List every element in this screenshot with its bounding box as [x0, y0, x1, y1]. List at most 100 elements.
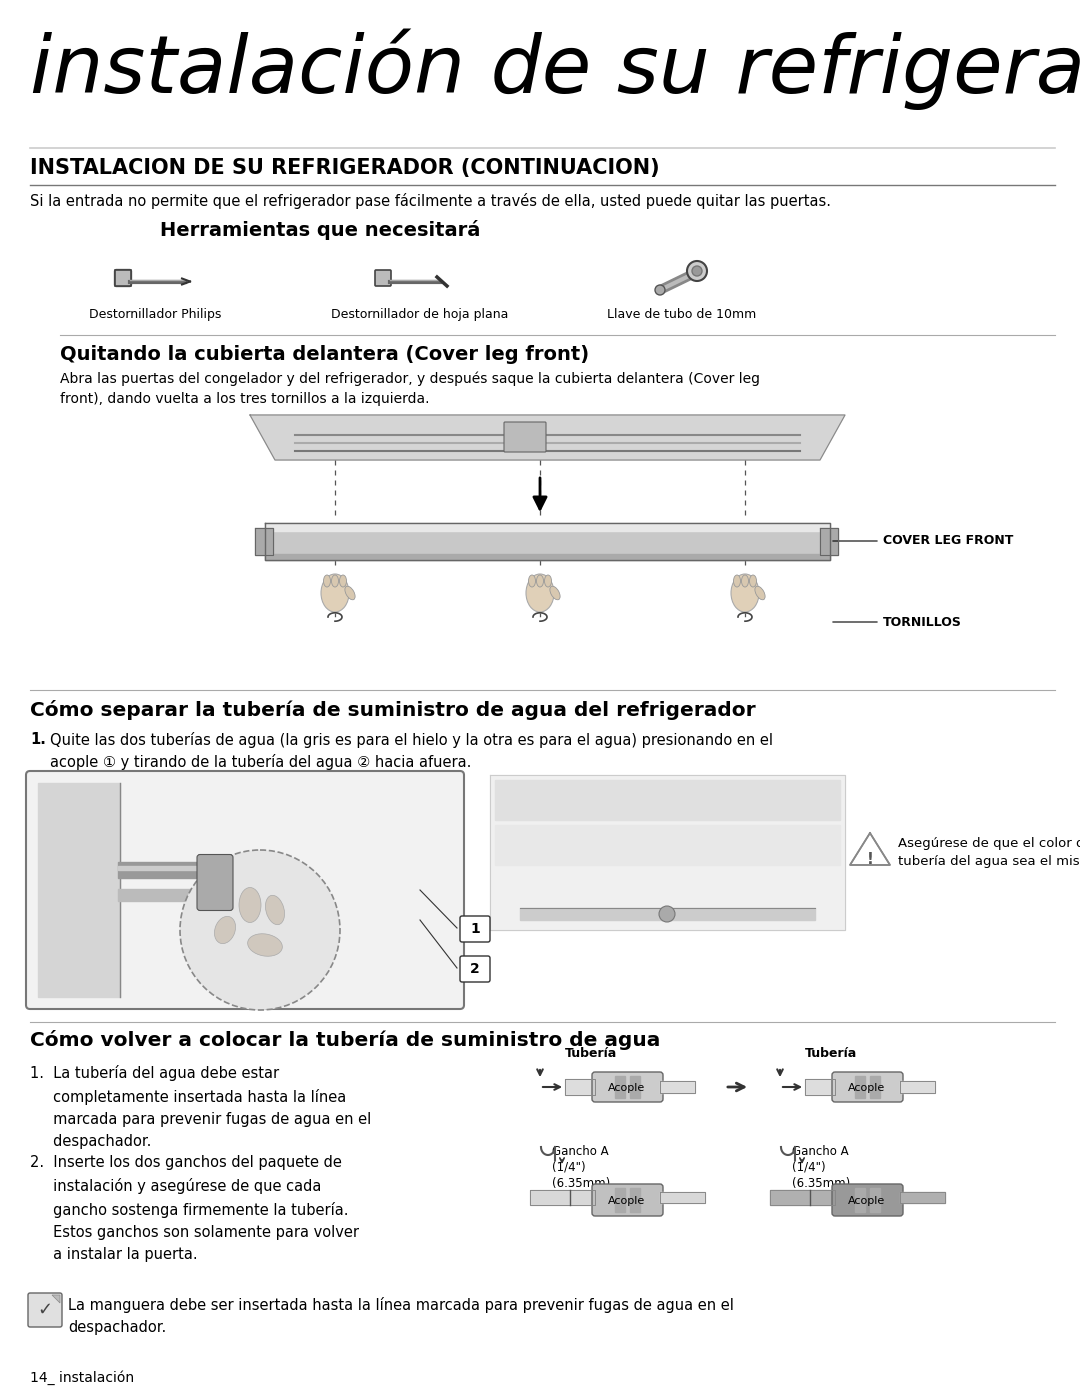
- FancyBboxPatch shape: [28, 1294, 62, 1327]
- Text: Acople: Acople: [608, 1083, 646, 1092]
- FancyBboxPatch shape: [114, 270, 131, 286]
- FancyBboxPatch shape: [375, 270, 391, 286]
- Text: Acople: Acople: [608, 1196, 646, 1206]
- Ellipse shape: [215, 916, 235, 943]
- Polygon shape: [770, 1190, 835, 1206]
- Text: Tubería: Tubería: [805, 1046, 858, 1060]
- Text: Abra las puertas del congelador y del refrigerador, y después saque la cubierta : Abra las puertas del congelador y del re…: [60, 372, 760, 407]
- FancyBboxPatch shape: [832, 1185, 903, 1215]
- Polygon shape: [52, 1295, 60, 1303]
- FancyBboxPatch shape: [114, 270, 132, 286]
- Text: 2.  Inserte los dos ganchos del paquete de
     instalación y asegúrese de que c: 2. Inserte los dos ganchos del paquete d…: [30, 1155, 359, 1261]
- Ellipse shape: [345, 587, 355, 599]
- Polygon shape: [495, 826, 840, 865]
- Text: Tubería: Tubería: [565, 1046, 618, 1060]
- Polygon shape: [855, 1076, 865, 1098]
- Text: Quitando la cubierta delantera (Cover leg front): Quitando la cubierta delantera (Cover le…: [60, 345, 589, 365]
- Ellipse shape: [731, 574, 759, 612]
- Polygon shape: [615, 1076, 625, 1098]
- Text: Acople: Acople: [849, 1083, 886, 1092]
- Ellipse shape: [733, 576, 741, 587]
- Text: 2: 2: [470, 963, 480, 977]
- Ellipse shape: [755, 587, 765, 599]
- Polygon shape: [615, 1187, 625, 1213]
- Circle shape: [659, 907, 675, 922]
- Polygon shape: [490, 775, 845, 930]
- Ellipse shape: [239, 887, 261, 922]
- Polygon shape: [805, 1078, 835, 1095]
- FancyBboxPatch shape: [832, 1071, 903, 1102]
- Text: Herramientas que necesitará: Herramientas que necesitará: [160, 219, 481, 240]
- Text: Asegúrese de que el color de la
tubería del agua sea el mismo: Asegúrese de que el color de la tubería …: [897, 837, 1080, 868]
- Polygon shape: [118, 888, 230, 901]
- Polygon shape: [900, 1192, 945, 1203]
- Circle shape: [654, 285, 665, 295]
- Ellipse shape: [550, 587, 561, 599]
- Polygon shape: [630, 1187, 640, 1213]
- Text: Si la entrada no permite que el refrigerador pase fácilmente a través de ella, u: Si la entrada no permite que el refriger…: [30, 193, 831, 210]
- Text: Cómo volver a colocar la tubería de suministro de agua: Cómo volver a colocar la tubería de sumi…: [30, 1030, 660, 1051]
- Ellipse shape: [332, 576, 338, 587]
- Text: 1: 1: [470, 922, 480, 936]
- Polygon shape: [660, 1081, 696, 1092]
- FancyBboxPatch shape: [114, 270, 132, 286]
- Ellipse shape: [321, 574, 349, 612]
- Text: 1.  La tubería del agua debe estar
     completamente insertada hasta la línea
 : 1. La tubería del agua debe estar comple…: [30, 1065, 372, 1150]
- Polygon shape: [850, 833, 890, 865]
- Ellipse shape: [339, 576, 347, 587]
- Text: Llave de tubo de 10mm: Llave de tubo de 10mm: [607, 307, 757, 321]
- Text: INSTALACION DE SU REFRIGERADOR (CONTINUACION): INSTALACION DE SU REFRIGERADOR (CONTINUA…: [30, 158, 660, 177]
- Ellipse shape: [324, 576, 330, 587]
- Ellipse shape: [247, 933, 282, 957]
- Ellipse shape: [750, 576, 756, 587]
- Polygon shape: [265, 522, 831, 560]
- Ellipse shape: [528, 576, 536, 587]
- Polygon shape: [118, 862, 230, 877]
- Ellipse shape: [266, 895, 284, 925]
- Text: TORNILLOS: TORNILLOS: [883, 616, 962, 629]
- Polygon shape: [265, 555, 831, 560]
- Text: Destornillador Philips: Destornillador Philips: [89, 307, 221, 321]
- FancyBboxPatch shape: [592, 1071, 663, 1102]
- Ellipse shape: [544, 576, 552, 587]
- FancyBboxPatch shape: [460, 916, 490, 942]
- Text: ✓: ✓: [38, 1301, 53, 1319]
- Polygon shape: [530, 1190, 595, 1206]
- Text: instalación de su refrigerador side-by-side: instalación de su refrigerador side-by-s…: [30, 28, 1080, 109]
- FancyBboxPatch shape: [197, 855, 233, 911]
- Polygon shape: [870, 1076, 880, 1098]
- Text: Gancho A
(1/4")
(6.35mm): Gancho A (1/4") (6.35mm): [792, 1146, 850, 1190]
- Text: !: !: [866, 852, 874, 866]
- Polygon shape: [855, 1187, 865, 1213]
- Polygon shape: [118, 866, 230, 870]
- Polygon shape: [249, 415, 845, 460]
- Polygon shape: [495, 780, 840, 820]
- Circle shape: [692, 265, 702, 277]
- Polygon shape: [900, 1081, 935, 1092]
- Circle shape: [687, 261, 707, 281]
- FancyBboxPatch shape: [460, 956, 490, 982]
- Text: 14_ instalación: 14_ instalación: [30, 1370, 134, 1384]
- FancyBboxPatch shape: [504, 422, 546, 453]
- Polygon shape: [565, 1078, 595, 1095]
- Text: Acople: Acople: [849, 1196, 886, 1206]
- Text: Destornillador de hoja plana: Destornillador de hoja plana: [332, 307, 509, 321]
- Polygon shape: [660, 1192, 705, 1203]
- Polygon shape: [265, 522, 831, 531]
- Text: 1.: 1.: [30, 732, 45, 747]
- Text: La manguera debe ser insertada hasta la línea marcada para prevenir fugas de agu: La manguera debe ser insertada hasta la …: [68, 1296, 734, 1336]
- Text: Gancho A
(1/4")
(6.35mm): Gancho A (1/4") (6.35mm): [552, 1146, 610, 1190]
- Text: COVER LEG FRONT: COVER LEG FRONT: [883, 535, 1013, 548]
- Polygon shape: [820, 528, 838, 555]
- Polygon shape: [519, 908, 815, 921]
- Polygon shape: [255, 528, 273, 555]
- Polygon shape: [870, 1187, 880, 1213]
- FancyBboxPatch shape: [114, 270, 132, 286]
- Ellipse shape: [526, 574, 554, 612]
- FancyBboxPatch shape: [26, 771, 464, 1009]
- Polygon shape: [630, 1076, 640, 1098]
- Ellipse shape: [742, 576, 748, 587]
- Text: Quite las dos tuberías de agua (la gris es para el hielo y la otra es para el ag: Quite las dos tuberías de agua (la gris …: [50, 732, 773, 771]
- Text: Cómo separar la tubería de suministro de agua del refrigerador: Cómo separar la tubería de suministro de…: [30, 700, 756, 719]
- Ellipse shape: [537, 576, 543, 587]
